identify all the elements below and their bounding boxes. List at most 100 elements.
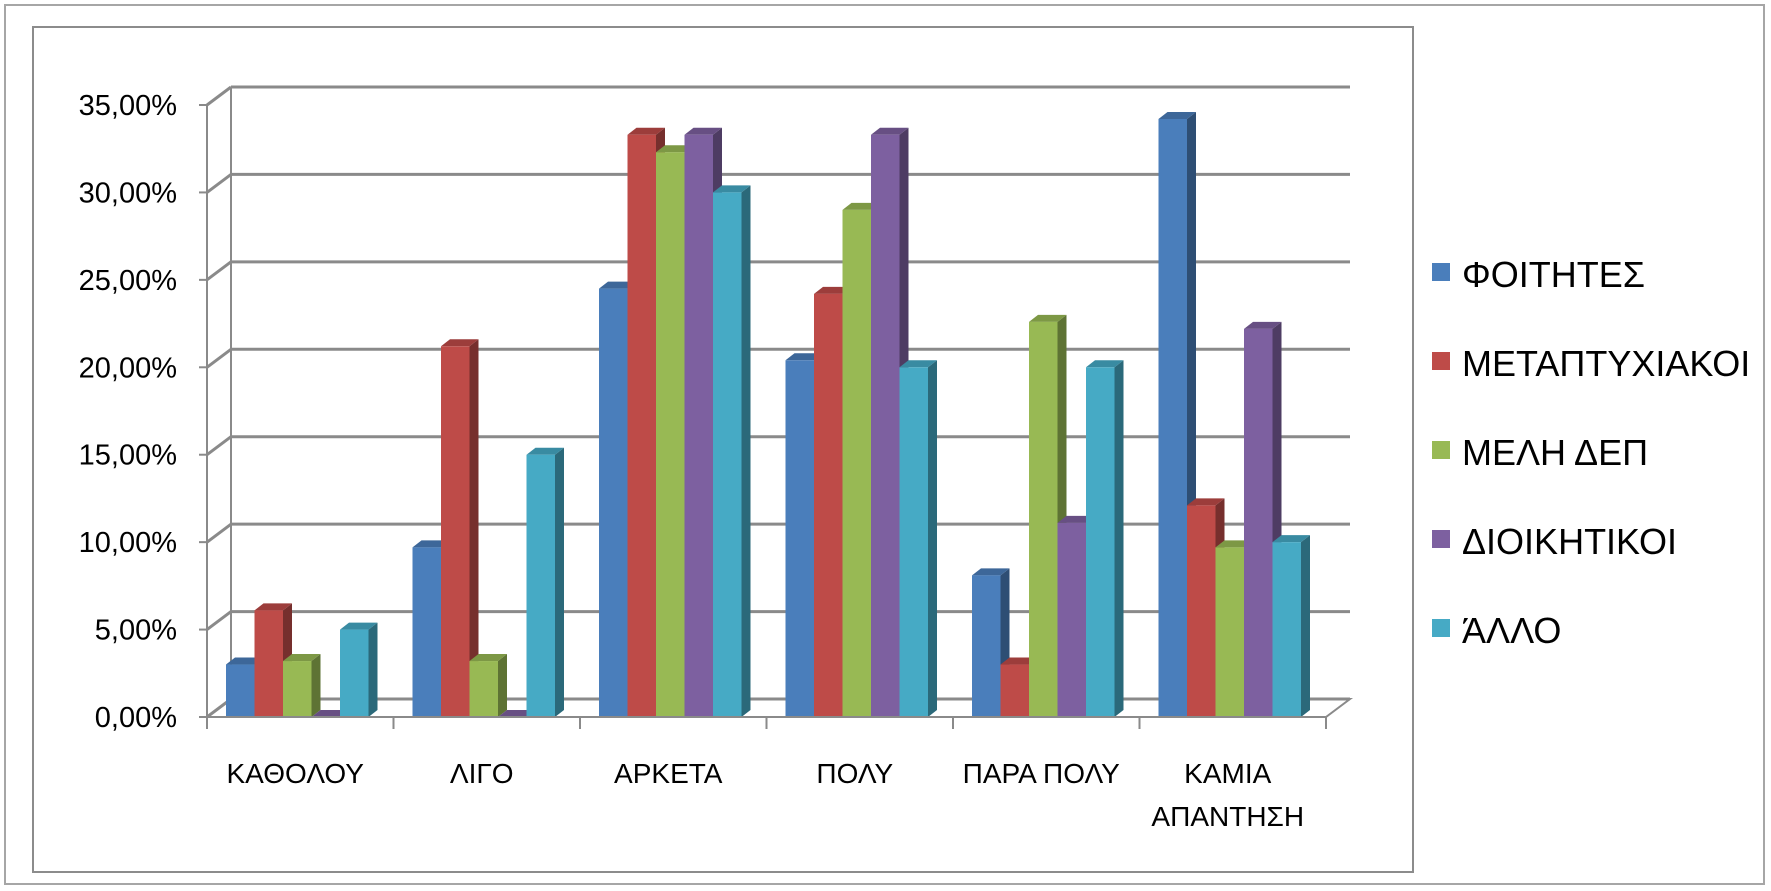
x-tick-label: ΠΟΛΥ	[816, 758, 893, 789]
bar-top	[1000, 657, 1038, 665]
bar-top	[498, 710, 536, 717]
bar-front	[1187, 505, 1216, 717]
bar	[1086, 360, 1124, 717]
bar-side	[741, 185, 751, 717]
y-tick-label: 0,00%	[95, 702, 177, 734]
y-axis-tick-labels: 0,00% 5,00% 10,00% 15,00% 20,00% 25,00% 30,00%…	[79, 90, 177, 734]
bar-front	[814, 293, 843, 717]
legend-label: ΆΛΛΟ	[1462, 610, 1561, 651]
bars	[226, 111, 1310, 718]
x-tick-label: ΚΑΘΟΛΟΥ	[227, 758, 365, 789]
y-tick-label: 5,00%	[95, 615, 177, 647]
gridline-side	[206, 85, 232, 107]
bar-front	[526, 454, 555, 717]
legend-label: ΜΕΛΗ ΔΕΠ	[1462, 432, 1648, 473]
bar-top	[1029, 314, 1067, 322]
bar-front	[469, 661, 498, 717]
bar-front	[1272, 542, 1301, 717]
bar	[1272, 535, 1310, 717]
bar-top	[1086, 360, 1124, 368]
bar-front	[899, 367, 928, 717]
bar-top	[226, 657, 264, 665]
bar-front	[1158, 118, 1187, 717]
legend-swatch	[1432, 352, 1450, 370]
bar-front	[1244, 328, 1273, 717]
bar-front	[412, 547, 441, 717]
bar-front	[254, 610, 283, 717]
bar-front	[871, 134, 900, 717]
bar-top	[899, 360, 937, 368]
bar	[713, 185, 751, 717]
y-tick-label: 35,00%	[79, 90, 177, 122]
bar-top	[469, 654, 507, 662]
bar-top	[283, 654, 321, 662]
bar-side	[311, 654, 321, 717]
bar-top	[412, 540, 450, 548]
y-tick-label: 30,00%	[79, 177, 177, 209]
bar-top	[311, 710, 349, 717]
bar-top	[785, 353, 823, 361]
y-tick-label: 25,00%	[79, 265, 177, 297]
gridline-side	[206, 610, 232, 631]
bar-front	[1000, 664, 1029, 717]
bar-top	[713, 185, 751, 193]
legend-swatch	[1432, 619, 1450, 637]
gridline-side	[206, 435, 232, 456]
axes	[199, 104, 1327, 729]
y-tick-label: 10,00%	[79, 527, 177, 559]
bar-top	[1272, 535, 1310, 543]
bar-top	[441, 339, 479, 347]
bar-top	[1244, 321, 1282, 329]
bar	[526, 447, 564, 717]
gridline-side	[206, 173, 232, 194]
legend-label: ΔΙΟΙΚΗΤΙΚΟΙ	[1462, 521, 1677, 562]
bar-front	[599, 288, 628, 717]
bar	[340, 622, 378, 717]
bar-top	[340, 622, 378, 630]
bar-top	[599, 281, 637, 289]
bar-side	[469, 339, 479, 717]
bar-front	[713, 192, 742, 717]
bar-top	[842, 202, 880, 210]
x-axis-tick-labels: ΚΑΘΟΛΟΥ ΛΙΓΟ ΑΡΚΕΤΑ ΠΟΛΥ ΠΑΡΑ ΠΟΛΥ ΚΑΜΙΑ ΑΠΑΝΤ…	[227, 758, 1305, 832]
bar	[899, 360, 937, 717]
gridline-side	[206, 522, 232, 544]
bar-top	[1187, 498, 1225, 506]
bar	[498, 710, 536, 717]
bar-front	[842, 209, 871, 717]
bar-top	[1158, 111, 1196, 119]
bar-front	[1086, 367, 1115, 717]
bar	[441, 339, 479, 717]
bar-side	[1114, 360, 1124, 717]
x-tick-label: ΠΑΡΑ ΠΟΛΥ	[963, 758, 1121, 789]
bar-front	[656, 152, 685, 717]
bar	[1158, 111, 1196, 717]
x-tick-label: ΑΡΚΕΤΑ	[614, 758, 723, 789]
bar-front	[1215, 547, 1244, 717]
bar-side	[928, 360, 937, 717]
bar-top	[684, 127, 722, 135]
legend-swatch	[1432, 530, 1450, 548]
bar-top	[656, 145, 694, 153]
x-tick-label: ΚΑΜΙΑ	[1184, 758, 1271, 789]
y-tick-label: 15,00%	[79, 440, 177, 472]
gridline-side	[206, 348, 232, 369]
bar-front	[1029, 321, 1058, 717]
bar	[311, 710, 349, 717]
y-tick-label: 20,00%	[79, 352, 177, 384]
bar-top	[814, 286, 852, 294]
bar-front	[972, 575, 1001, 717]
bar-side	[1301, 535, 1310, 717]
bar-front	[441, 346, 470, 717]
bar-side	[555, 447, 564, 717]
bar-front	[226, 664, 255, 717]
legend-label: ΜΕΤΑΠΤΥΧΙΑΚΟΙ	[1462, 343, 1750, 384]
legend-swatch	[1432, 263, 1450, 281]
bar-top	[526, 447, 564, 455]
x-tick-label: ΑΠΑΝΤΗΣΗ	[1151, 801, 1304, 832]
bar-top	[1215, 540, 1253, 548]
bar-front	[1057, 522, 1086, 717]
gridline-side	[206, 260, 232, 282]
bar	[283, 654, 321, 717]
